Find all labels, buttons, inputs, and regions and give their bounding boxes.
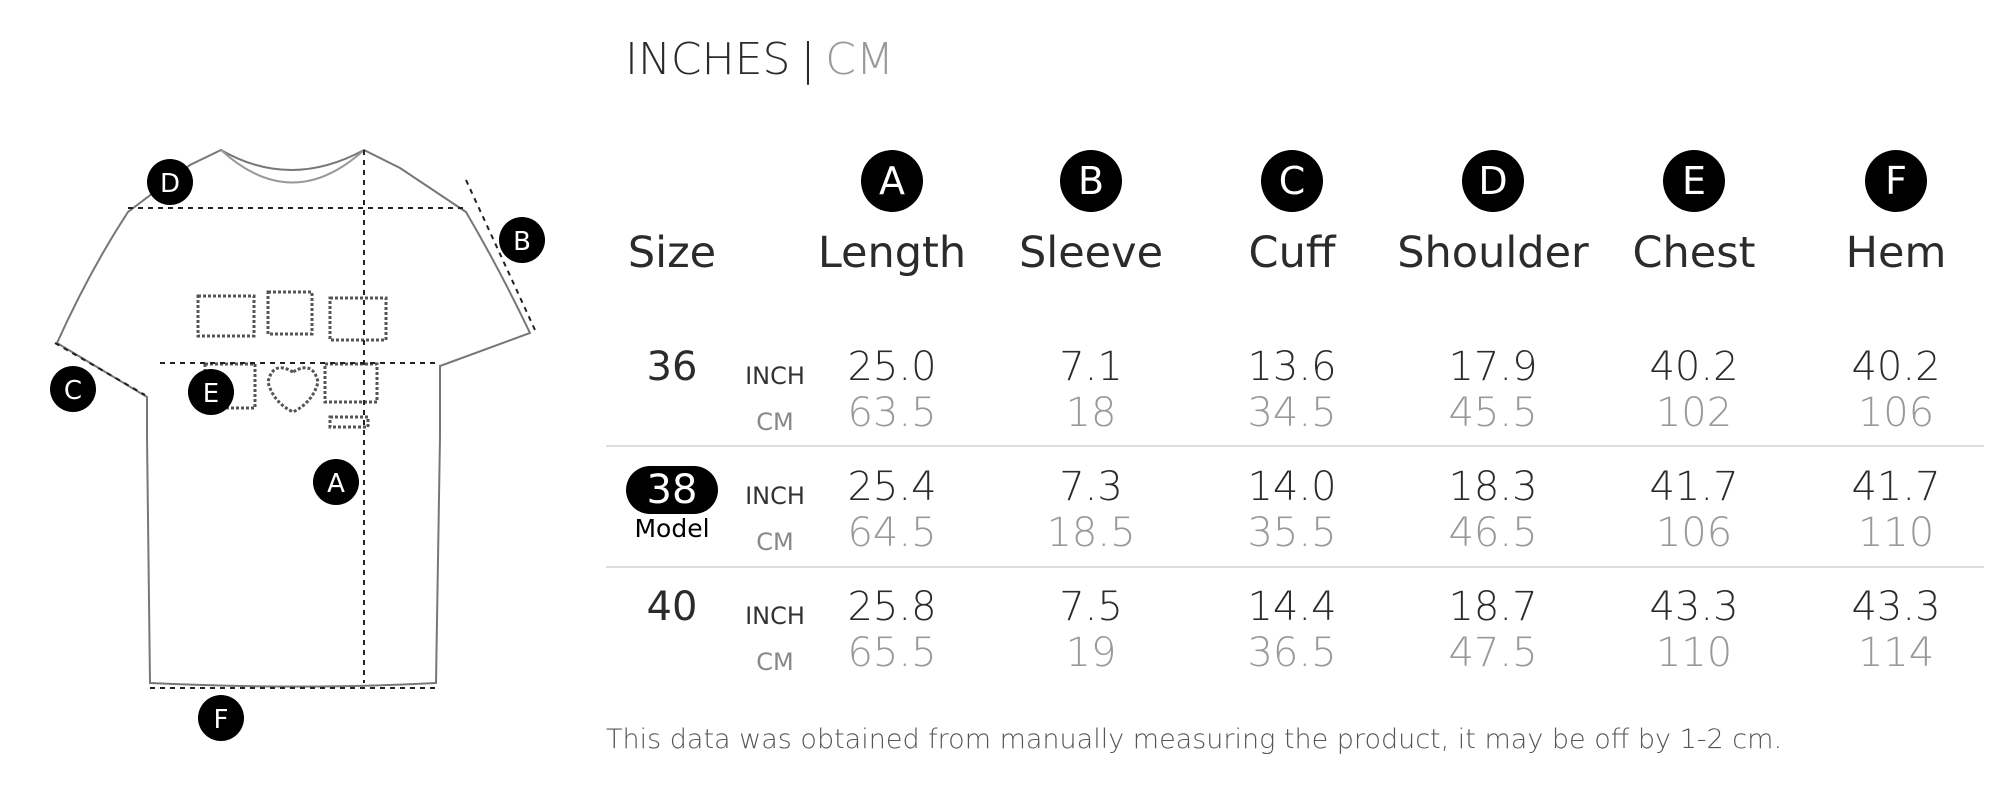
cell-cm: 18: [1065, 390, 1117, 436]
column-header-shoulder: Shoulder: [1397, 228, 1589, 278]
cell-cm: 114: [1857, 630, 1935, 676]
label-d-icon: D: [147, 159, 193, 205]
unit-inch-label: INCH: [745, 482, 805, 510]
cell-cm: 106: [1857, 390, 1935, 436]
label-e-icon: E: [188, 369, 234, 415]
unit-toggle-inches[interactable]: INCHES: [625, 34, 791, 85]
unit-inch-label: INCH: [745, 362, 805, 390]
cell-inch: 7.1: [1059, 344, 1123, 390]
svg-text:C: C: [64, 376, 82, 406]
column-letter-b-icon: B: [1060, 150, 1122, 212]
column-letter-f-icon: F: [1865, 150, 1927, 212]
cell-inch: 40.2: [1851, 344, 1941, 390]
cell-cm: 110: [1655, 630, 1733, 676]
cell-cm: 64.5: [847, 510, 937, 556]
unit-cm-label: CM: [756, 528, 794, 556]
unit-cm-label: CM: [756, 408, 794, 436]
column-letter-d-icon: D: [1462, 150, 1524, 212]
tshirt-outline: [55, 148, 532, 688]
tshirt-measurement-diagram: A B C D E F: [50, 148, 545, 741]
model-tag: Model: [634, 514, 710, 543]
cell-inch: 43.3: [1649, 584, 1739, 630]
cell-cm: 35.5: [1247, 510, 1337, 556]
cell-cm: 36.5: [1247, 630, 1337, 676]
size-label: 36: [646, 344, 698, 390]
row-divider: [606, 445, 1984, 447]
unit-inch-label: INCH: [745, 602, 805, 630]
column-header-sleeve: Sleeve: [1018, 228, 1164, 278]
label-f-icon: F: [198, 695, 244, 741]
cell-inch: 18.7: [1448, 584, 1538, 630]
svg-text:A: A: [327, 469, 345, 499]
svg-text:F: F: [214, 705, 229, 735]
cell-inch: 14.4: [1247, 584, 1337, 630]
cell-inch: 41.7: [1649, 464, 1739, 510]
cell-inch: 43.3: [1851, 584, 1941, 630]
cell-inch: 25.4: [847, 464, 937, 510]
column-letter-c-icon: C: [1261, 150, 1323, 212]
cell-inch: 7.3: [1059, 464, 1123, 510]
column-letter-a-icon: A: [861, 150, 923, 212]
cell-cm: 47.5: [1448, 630, 1538, 676]
label-b-icon: B: [499, 217, 545, 263]
column-header-chest: Chest: [1632, 228, 1756, 278]
cell-inch: 13.6: [1247, 344, 1337, 390]
cell-inch: 41.7: [1851, 464, 1941, 510]
size-label-model: 38: [626, 466, 718, 514]
column-header-cuff: Cuff: [1248, 228, 1336, 278]
cell-cm: 102: [1655, 390, 1733, 436]
unit-toggle: INCHES | CM: [625, 34, 894, 85]
unit-toggle-cm[interactable]: CM: [825, 34, 894, 85]
svg-text:D: D: [160, 169, 180, 199]
cell-cm: 65.5: [847, 630, 937, 676]
cell-cm: 18.5: [1046, 510, 1136, 556]
unit-toggle-separator: |: [800, 34, 816, 85]
cell-cm: 45.5: [1448, 390, 1538, 436]
cell-inch: 18.3: [1448, 464, 1538, 510]
cell-cm: 63.5: [847, 390, 937, 436]
cell-inch: 7.5: [1059, 584, 1123, 630]
measurement-lines: [54, 150, 536, 689]
label-c-icon: C: [50, 366, 96, 412]
label-a-icon: A: [313, 459, 359, 505]
cell-inch: 17.9: [1448, 344, 1538, 390]
cell-cm: 106: [1655, 510, 1733, 556]
cell-inch: 25.8: [847, 584, 937, 630]
cell-inch: 14.0: [1247, 464, 1337, 510]
svg-text:E: E: [203, 379, 219, 409]
cell-cm: 46.5: [1448, 510, 1538, 556]
cell-cm: 19: [1065, 630, 1117, 676]
cell-inch: 25.0: [847, 344, 937, 390]
row-divider: [606, 566, 1984, 568]
footnote: This data was obtained from manually mea…: [606, 724, 1783, 755]
size-label: 40: [646, 584, 698, 630]
svg-text:B: B: [513, 227, 531, 257]
column-header-hem: Hem: [1845, 228, 1947, 278]
column-header-length: Length: [817, 228, 967, 278]
size-header: Size: [627, 228, 717, 278]
cell-cm: 110: [1857, 510, 1935, 556]
cell-cm: 34.5: [1247, 390, 1337, 436]
unit-cm-label: CM: [756, 648, 794, 676]
column-letter-e-icon: E: [1663, 150, 1725, 212]
cell-inch: 40.2: [1649, 344, 1739, 390]
